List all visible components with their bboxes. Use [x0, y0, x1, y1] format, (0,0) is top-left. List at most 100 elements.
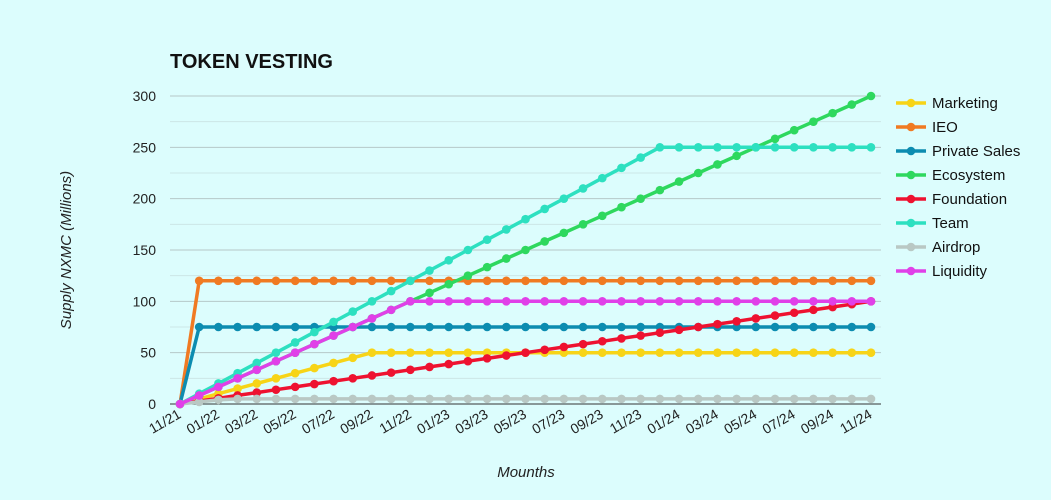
data-point-team	[866, 143, 876, 152]
data-point-team	[597, 173, 607, 183]
data-point-foundation	[521, 348, 530, 357]
data-point-liquidity	[770, 297, 780, 306]
data-point-team	[617, 163, 626, 173]
data-point-ecosystem	[732, 151, 741, 161]
data-point-private-sales	[233, 322, 242, 332]
data-point-ecosystem	[502, 254, 511, 263]
data-point-airdrop	[214, 395, 223, 405]
data-point-private-sales	[617, 322, 626, 332]
data-point-ieo	[329, 276, 338, 286]
data-point-marketing	[597, 348, 607, 357]
data-point-marketing	[674, 348, 684, 357]
data-point-foundation	[713, 319, 722, 329]
legend-label: Foundation	[932, 191, 1007, 208]
data-point-private-sales	[386, 322, 396, 332]
y-tick-label: 300	[133, 88, 157, 104]
data-point-liquidity	[789, 297, 799, 306]
data-point-private-sales	[770, 322, 780, 332]
data-point-liquidity	[482, 297, 492, 306]
legend-label: Marketing	[932, 95, 998, 112]
data-point-airdrop	[713, 394, 722, 404]
data-point-liquidity	[693, 297, 703, 306]
data-point-ecosystem	[789, 125, 799, 135]
data-point-airdrop	[540, 394, 549, 404]
data-point-airdrop	[732, 394, 741, 404]
data-point-ecosystem	[655, 185, 665, 195]
data-point-foundation	[674, 325, 684, 335]
data-point-liquidity	[386, 305, 396, 315]
data-point-foundation	[463, 356, 473, 366]
legend-label: Private Sales	[932, 143, 1020, 160]
data-point-marketing	[789, 348, 799, 357]
data-point-team	[290, 338, 300, 347]
data-point-team	[367, 297, 377, 306]
data-point-team	[809, 143, 818, 152]
data-point-foundation	[732, 316, 741, 326]
data-point-airdrop	[770, 394, 780, 404]
data-point-ecosystem	[713, 160, 722, 169]
data-point-ieo	[597, 276, 607, 286]
data-point-liquidity	[406, 297, 415, 306]
data-point-team	[271, 348, 281, 357]
legend-label: Airdrop	[932, 239, 980, 256]
data-point-team	[540, 204, 549, 214]
legend-item-airdrop: Airdrop	[896, 239, 980, 256]
data-point-ieo	[482, 276, 492, 286]
data-point-marketing	[732, 348, 741, 357]
y-tick-label: 0	[148, 396, 156, 412]
data-point-private-sales	[847, 322, 857, 332]
data-point-team	[789, 143, 799, 152]
data-point-airdrop	[271, 394, 281, 404]
data-point-ieo	[367, 276, 377, 286]
data-point-liquidity	[751, 297, 761, 306]
data-point-team	[655, 143, 665, 152]
legend-item-marketing: Marketing	[896, 95, 998, 112]
data-point-ecosystem	[444, 279, 454, 289]
data-point-airdrop	[847, 394, 857, 404]
data-point-ecosystem	[674, 177, 684, 186]
data-point-ieo	[194, 276, 204, 286]
data-point-private-sales	[406, 322, 415, 332]
data-point-private-sales	[540, 322, 549, 332]
data-point-team	[847, 143, 857, 152]
data-point-foundation	[290, 382, 300, 392]
data-point-liquidity	[866, 297, 876, 306]
data-point-marketing	[271, 374, 281, 383]
legend-item-private-sales: Private Sales	[896, 143, 1020, 160]
data-point-liquidity	[597, 297, 607, 306]
data-point-liquidity	[521, 297, 530, 306]
data-point-foundation	[310, 379, 319, 389]
data-point-airdrop	[194, 397, 204, 407]
data-point-team	[502, 225, 511, 234]
legend-swatch-marker	[906, 170, 916, 180]
legend-label: Team	[932, 215, 969, 232]
data-point-team	[751, 143, 761, 152]
data-point-ecosystem	[828, 108, 837, 118]
data-point-liquidity	[425, 297, 434, 306]
data-point-airdrop	[310, 394, 319, 404]
legend-swatch-marker	[906, 146, 916, 156]
data-point-airdrop	[329, 394, 338, 404]
data-point-airdrop	[636, 394, 645, 404]
data-point-airdrop	[521, 394, 530, 404]
data-point-ieo	[348, 276, 358, 286]
data-point-private-sales	[636, 322, 645, 332]
data-point-foundation	[770, 311, 780, 320]
data-point-private-sales	[789, 322, 799, 332]
data-point-ecosystem	[866, 91, 876, 101]
data-point-liquidity	[713, 297, 722, 306]
data-point-airdrop	[655, 394, 665, 404]
data-point-marketing	[617, 348, 626, 357]
data-point-ecosystem	[559, 228, 569, 238]
data-point-liquidity	[367, 314, 377, 323]
data-point-private-sales	[559, 322, 569, 332]
data-point-team	[828, 143, 837, 152]
data-point-team	[425, 266, 434, 275]
data-point-ecosystem	[425, 288, 434, 298]
data-point-ieo	[617, 276, 626, 286]
data-point-team	[348, 307, 358, 316]
data-point-marketing	[751, 348, 761, 357]
legend-swatch-marker	[906, 218, 916, 228]
data-point-team	[713, 143, 722, 152]
data-point-marketing	[425, 348, 434, 357]
